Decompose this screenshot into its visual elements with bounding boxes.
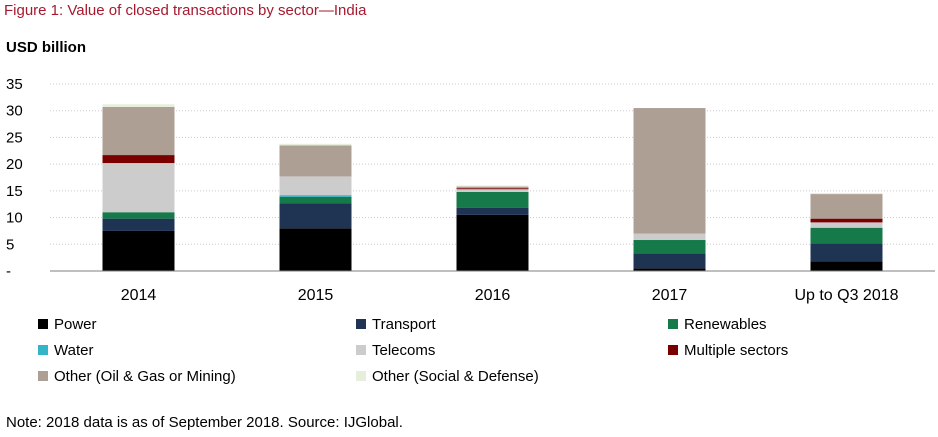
y-tick-label: 20 [6, 156, 23, 173]
x-tick-label: Up to Q3 2018 [794, 287, 898, 304]
bar-segment [102, 218, 175, 231]
stacked-bar-chart: - 5 10 15 20 25 30 35 2014 2015 2016 2017 Up to Q3 … [6, 76, 935, 304]
bar-segment [102, 212, 175, 219]
bar-segment [279, 143, 352, 146]
bar-segment [810, 194, 883, 219]
legend-swatch [356, 319, 366, 329]
legend-item: Other (Social & Defense) [356, 365, 539, 387]
y-tick-label: 30 [6, 103, 23, 120]
bar-stack [810, 192, 883, 271]
bars [102, 104, 883, 271]
legend-label: Water [54, 341, 94, 359]
legend-item: Telecoms [356, 339, 435, 361]
legend-item: Transport [356, 313, 436, 335]
y-tick-label: 25 [6, 129, 23, 146]
legend-swatch [38, 345, 48, 355]
bar-segment [810, 227, 883, 244]
bar-segment [633, 108, 706, 234]
legend-label: Power [54, 315, 97, 333]
bar-segment [456, 214, 529, 271]
legend-item: Other (Oil & Gas or Mining) [38, 365, 236, 387]
bar-segment [456, 189, 529, 192]
bar-segment [810, 192, 883, 195]
bar-segment [456, 186, 529, 189]
legend-label: Multiple sectors [684, 341, 789, 359]
bar-segment [279, 195, 352, 197]
bar-segment [810, 243, 883, 262]
legend-label: Renewables [684, 315, 767, 333]
chart-note: Note: 2018 data is as of September 2018.… [6, 414, 403, 431]
legend-swatch [38, 371, 48, 381]
y-axis-unit-label: USD billion [6, 39, 86, 56]
bar-segment [633, 268, 706, 271]
y-tick-label: 15 [6, 183, 23, 200]
legend-swatch [356, 371, 366, 381]
y-tick-labels: - 5 10 15 20 25 30 35 [6, 76, 23, 280]
bar-stack [633, 108, 706, 271]
legend-swatch [356, 345, 366, 355]
bar-segment [456, 188, 529, 190]
bar-stack [279, 143, 352, 271]
legend-label: Transport [372, 315, 436, 333]
y-tick-label: - [6, 263, 11, 280]
bar-segment [102, 230, 175, 271]
x-tick-label: 2017 [652, 287, 688, 304]
bar-segment [102, 104, 175, 107]
bar-segment [456, 191, 529, 208]
legend-item: Water [38, 339, 93, 361]
bar-stack [102, 104, 175, 271]
bar-segment [456, 207, 529, 215]
chart-title: Figure 1: Value of closed transactions b… [4, 2, 367, 19]
legend: Power Transport Renewables Water Telecoms Mul… [38, 313, 938, 393]
bar-segment [102, 155, 175, 164]
bar-segment [279, 203, 352, 229]
bar-stack [456, 185, 529, 271]
bar-segment [633, 253, 706, 269]
bar-segment [279, 176, 352, 196]
x-tick-label: 2016 [475, 287, 511, 304]
bar-segment [810, 222, 883, 228]
legend-label: Telecoms [372, 341, 436, 359]
bar-segment [633, 233, 706, 241]
y-tick-label: 10 [6, 210, 23, 227]
legend-swatch [38, 319, 48, 329]
bar-segment [279, 145, 352, 177]
bar-segment [279, 228, 352, 271]
legend-label: Other (Oil & Gas or Mining) [54, 367, 236, 385]
legend-label: Other (Social & Defense) [372, 367, 539, 385]
legend-swatch [668, 345, 678, 355]
bar-segment [810, 261, 883, 271]
bar-segment [102, 106, 175, 156]
bar-segment [456, 185, 529, 187]
bar-segment [102, 163, 175, 213]
y-tick-label: 5 [6, 236, 14, 253]
legend-item: Renewables [668, 313, 767, 335]
bar-segment [279, 196, 352, 204]
legend-swatch [668, 319, 678, 329]
legend-item: Power [38, 313, 97, 335]
bar-segment [810, 218, 883, 223]
y-tick-label: 35 [6, 76, 23, 93]
legend-item: Multiple sectors [668, 339, 788, 361]
x-tick-label: 2015 [298, 287, 334, 304]
x-tick-label: 2014 [121, 287, 157, 304]
bar-segment [633, 240, 706, 254]
x-tick-labels: 2014 2015 2016 2017 Up to Q3 2018 [121, 287, 899, 304]
gridlines [50, 83, 935, 245]
